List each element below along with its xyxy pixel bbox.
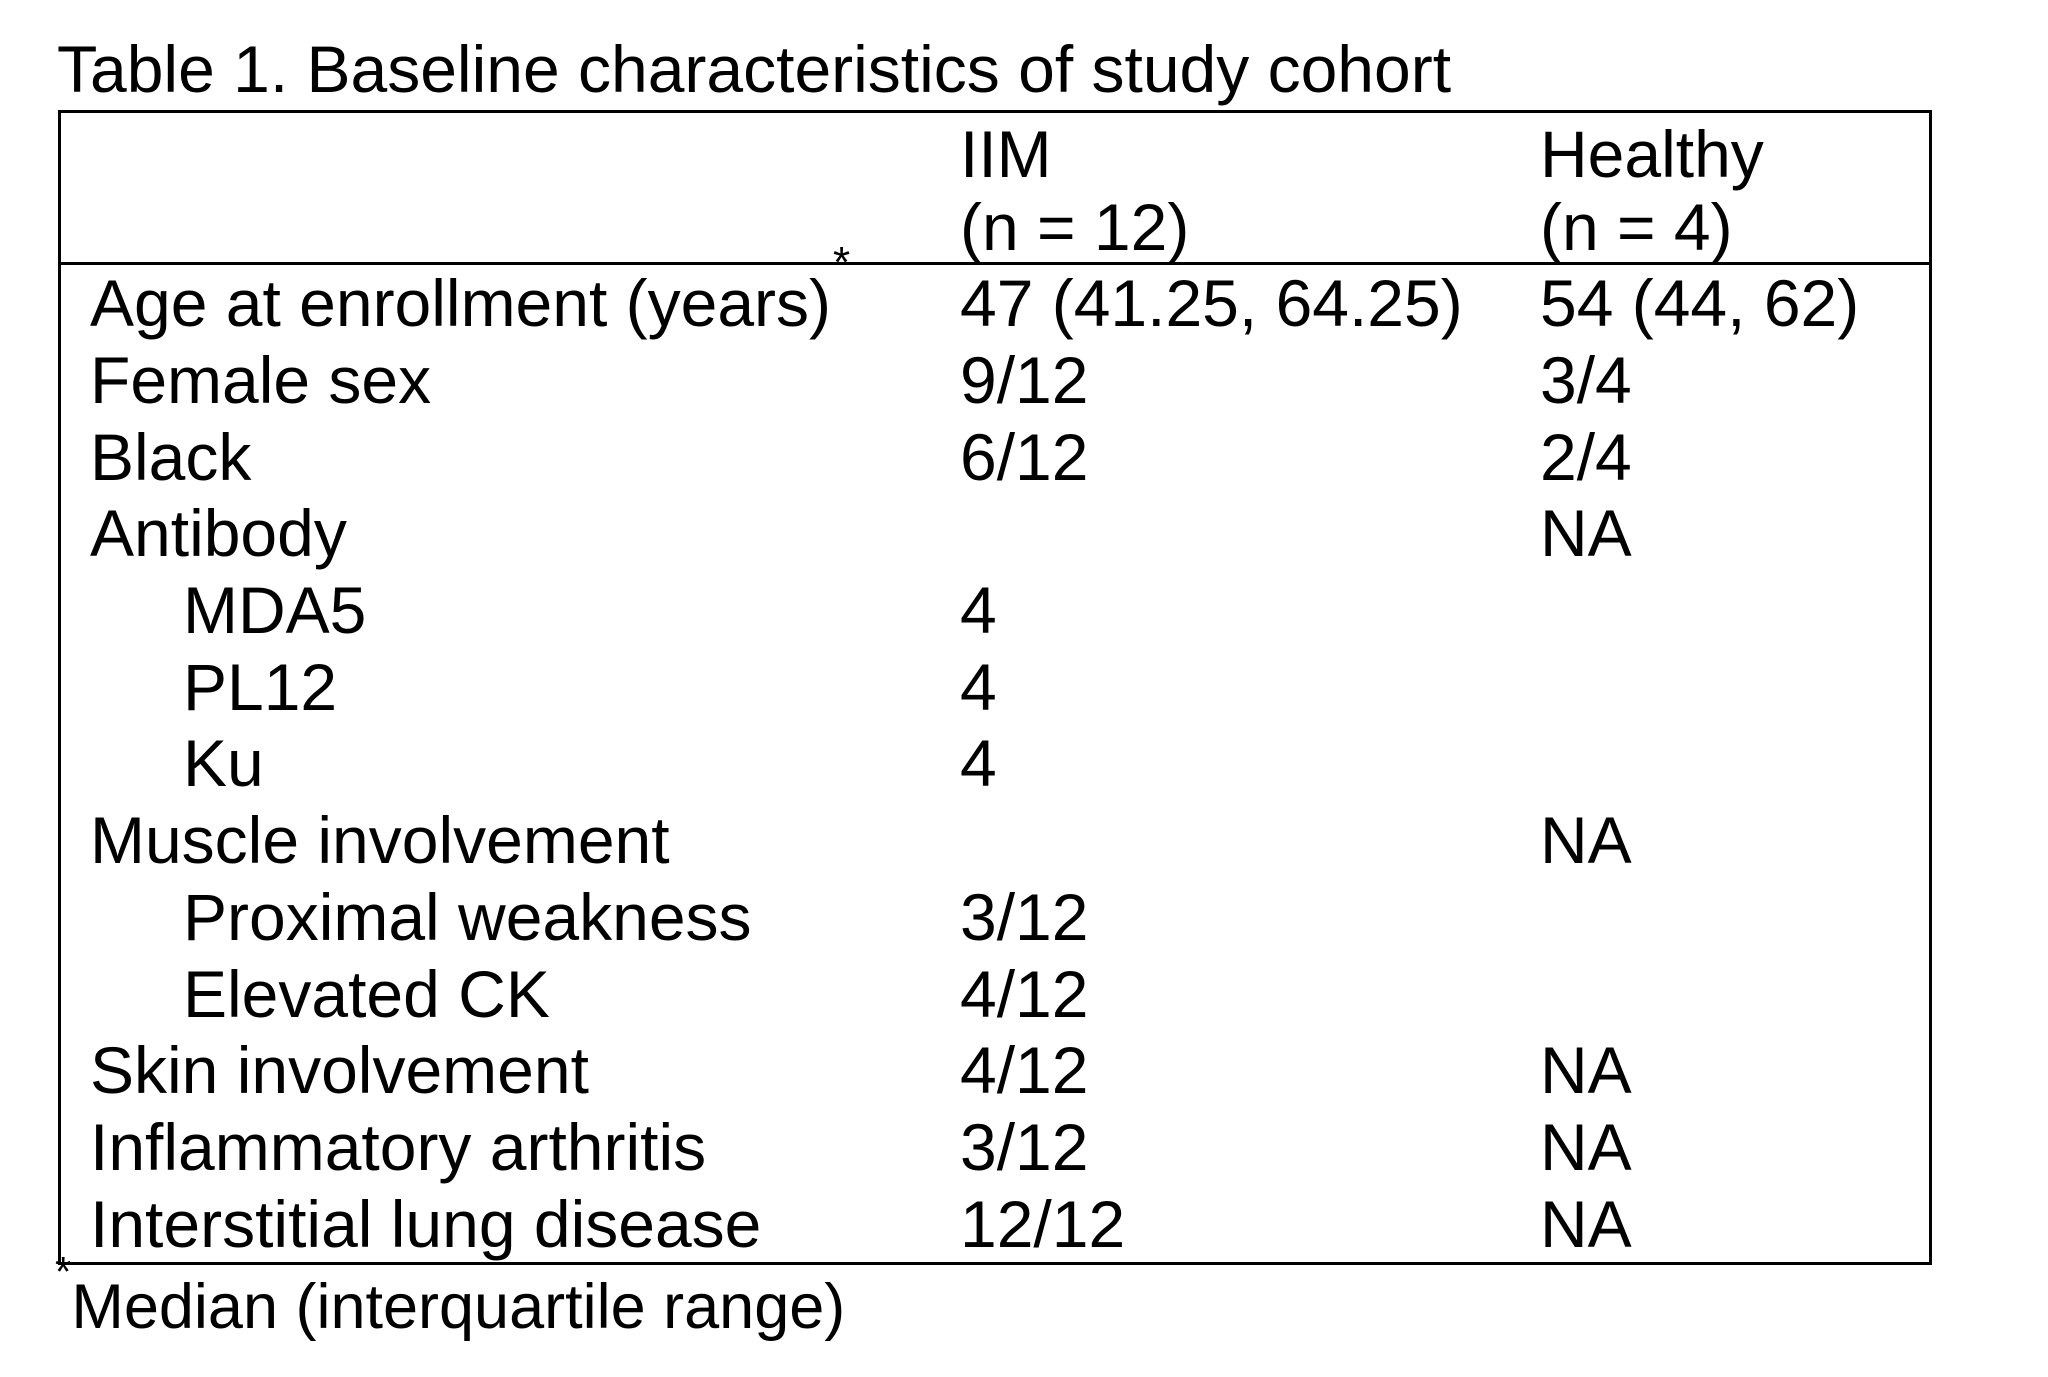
healthy-value: NA xyxy=(1540,803,1632,878)
column-header-healthy: Healthy (n = 4) xyxy=(1540,113,1929,264)
healthy-value: 3/4 xyxy=(1540,343,1632,418)
footnote-marker: * xyxy=(833,238,851,288)
row-label-cell: Antibody xyxy=(61,500,960,566)
row-label-cell: Inflammatory arthritis xyxy=(61,1114,960,1180)
table-header-row: IIM (n = 12) Healthy (n = 4) xyxy=(61,113,1929,265)
row-label: PL12 xyxy=(183,649,338,724)
row-label: MDA5 xyxy=(183,573,367,648)
table-row: Age at enrollment (years)* 47 (41.25, 64… xyxy=(61,241,1929,342)
row-label-cell: PL12 xyxy=(61,654,960,720)
healthy-value: 54 (44, 62) xyxy=(1540,266,1860,341)
row-label: Age at enrollment (years) xyxy=(90,266,831,341)
table-row: Female sex 9/12 3/4 xyxy=(61,342,1929,419)
table-row: Muscle involvement NA xyxy=(61,802,1929,879)
table-row: MDA5 4 xyxy=(61,572,1929,649)
row-label: Proximal weakness xyxy=(183,879,752,954)
table-row: Proximal weakness 3/12 xyxy=(61,879,1929,956)
iim-value: 6/12 xyxy=(960,419,1089,494)
row-label: Interstitial lung disease xyxy=(90,1186,762,1261)
iim-value: 3/12 xyxy=(960,879,1089,954)
table-footnote: *Median (interquartile range) xyxy=(55,1251,845,1339)
healthy-value: 2/4 xyxy=(1540,419,1632,494)
column-name-iim: IIM xyxy=(960,117,1052,191)
iim-value: 9/12 xyxy=(960,343,1089,418)
row-label-cell: MDA5 xyxy=(61,577,960,643)
baseline-characteristics-table: IIM (n = 12) Healthy (n = 4) Age at enro… xyxy=(58,110,1932,1265)
column-count-iim: (n = 12) xyxy=(960,190,1190,264)
table-row: Ku 4 xyxy=(61,725,1929,802)
row-label: Elevated CK xyxy=(183,956,550,1031)
row-label-cell: Interstitial lung disease xyxy=(61,1191,960,1257)
row-label-cell: Proximal weakness xyxy=(61,884,960,950)
table-row: Black 6/12 2/4 xyxy=(61,418,1929,495)
table-row: Inflammatory arthritis 3/12 NA xyxy=(61,1109,1929,1186)
table-row: Interstitial lung disease 12/12 NA xyxy=(61,1185,1929,1262)
healthy-value: NA xyxy=(1540,1033,1632,1108)
healthy-value: NA xyxy=(1540,1109,1632,1184)
iim-value: 4 xyxy=(960,726,997,801)
iim-value: 12/12 xyxy=(960,1186,1126,1261)
table-row: Antibody NA xyxy=(61,495,1929,572)
row-label: Muscle involvement xyxy=(90,803,670,878)
iim-value: 4/12 xyxy=(960,1033,1089,1108)
healthy-value: NA xyxy=(1540,496,1632,571)
table-row: Skin involvement 4/12 NA xyxy=(61,1032,1929,1109)
row-label-cell: Skin involvement xyxy=(61,1037,960,1103)
row-label: Inflammatory arthritis xyxy=(90,1109,707,1184)
iim-value: 4 xyxy=(960,649,997,724)
row-label: Ku xyxy=(183,726,264,801)
header-empty-cell xyxy=(61,113,960,264)
row-label-cell: Age at enrollment (years)* xyxy=(61,241,960,337)
column-count-healthy: (n = 4) xyxy=(1540,190,1733,264)
footnote-asterisk: * xyxy=(55,1248,72,1295)
table-title: Table 1. Baseline characteristics of stu… xyxy=(57,32,1452,106)
row-label: Skin involvement xyxy=(90,1033,589,1108)
row-label: Black xyxy=(90,419,252,494)
column-name-healthy: Healthy xyxy=(1540,117,1764,191)
row-label: Antibody xyxy=(90,496,347,571)
iim-value: 47 (41.25, 64.25) xyxy=(960,266,1463,341)
row-label-cell: Black xyxy=(61,424,960,490)
iim-value: 4/12 xyxy=(960,956,1089,1031)
row-label: Female sex xyxy=(90,343,432,418)
row-label-cell: Elevated CK xyxy=(61,961,960,1027)
healthy-value: NA xyxy=(1540,1186,1632,1261)
column-header-iim: IIM (n = 12) xyxy=(960,113,1540,264)
iim-value: 3/12 xyxy=(960,1109,1089,1184)
iim-value: 4 xyxy=(960,573,997,648)
table-row: PL12 4 xyxy=(61,648,1929,725)
table-body: Age at enrollment (years)* 47 (41.25, 64… xyxy=(61,241,1929,1262)
footnote-text: Median (interquartile range) xyxy=(71,1272,846,1342)
row-label-cell: Female sex xyxy=(61,347,960,413)
table-row: Elevated CK 4/12 xyxy=(61,955,1929,1032)
row-label-cell: Ku xyxy=(61,730,960,796)
row-label-cell: Muscle involvement xyxy=(61,807,960,873)
